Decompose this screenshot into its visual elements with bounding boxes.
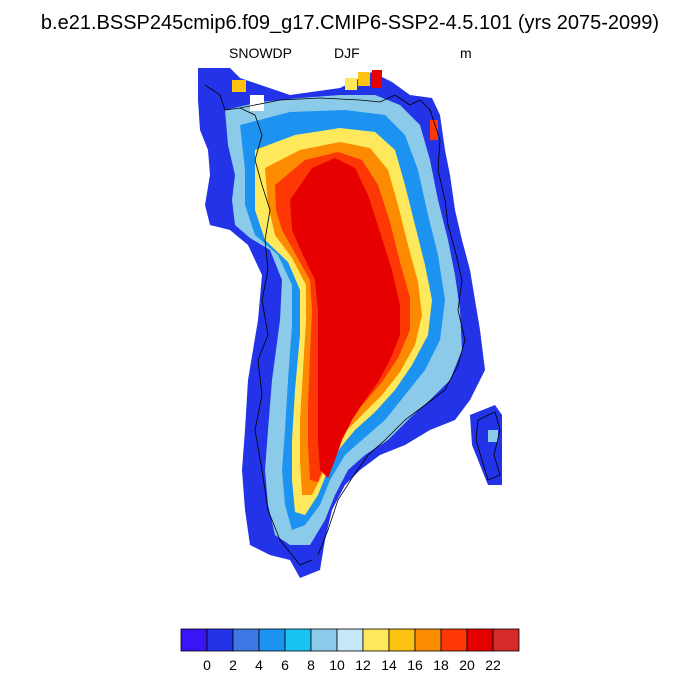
- colorbar-tick-label: 18: [433, 657, 449, 673]
- colorbar-tick-label: 0: [203, 657, 211, 673]
- colorbar-tick-label: 4: [255, 657, 263, 673]
- field-top-cell-5: [430, 120, 438, 140]
- field-east-island: [470, 405, 502, 485]
- coastline-west: [204, 84, 313, 566]
- colorbar-swatch: [362, 628, 390, 652]
- colorbar-swatch: [388, 628, 416, 652]
- colorbar-tick-label: 2: [229, 657, 237, 673]
- colorbar-swatch: [310, 628, 338, 652]
- colorbar-swatch: [414, 628, 442, 652]
- season-label: DJF: [334, 45, 360, 61]
- field-top-cell-4: [232, 80, 246, 92]
- field-top-cell-3: [345, 78, 357, 90]
- colorbar-swatch: [336, 628, 364, 652]
- field-red-core: [290, 158, 400, 478]
- plot-title: b.e21.BSSP245cmip6.f09_g17.CMIP6-SSP2-4.…: [40, 12, 660, 34]
- units-label: m: [460, 45, 472, 61]
- field-island-cell: [488, 430, 498, 442]
- coastline-east: [317, 94, 466, 556]
- colorbar-tick-label: 16: [407, 657, 423, 673]
- variable-label: SNOWDP: [229, 45, 292, 61]
- colorbar-swatch: [258, 628, 286, 652]
- coastline-island: [475, 411, 501, 481]
- field-top-cell-2: [358, 72, 370, 86]
- colorbar-swatch: [206, 628, 234, 652]
- colorbar-tick-label: 22: [485, 657, 501, 673]
- map-field: [198, 68, 502, 578]
- colorbar-tick-label: 12: [355, 657, 371, 673]
- colorbar-tick-label: 10: [329, 657, 345, 673]
- colorbar-swatch: [180, 628, 208, 652]
- colorbar-tick-label: 20: [459, 657, 475, 673]
- colorbar-swatch: [232, 628, 260, 652]
- field-top-cell-1: [372, 70, 382, 88]
- colorbar-tick-label: 14: [381, 657, 397, 673]
- colorbar-tick-label: 6: [281, 657, 289, 673]
- field-top-cell-6: [250, 95, 264, 111]
- colorbar-tick-label: 8: [307, 657, 315, 673]
- colorbar-swatch: [492, 628, 520, 652]
- colorbar-swatch: [440, 628, 468, 652]
- colorbar-swatch: [466, 628, 494, 652]
- colorbar-swatch: [284, 628, 312, 652]
- coastline-north: [239, 94, 396, 109]
- coastline: [204, 84, 501, 566]
